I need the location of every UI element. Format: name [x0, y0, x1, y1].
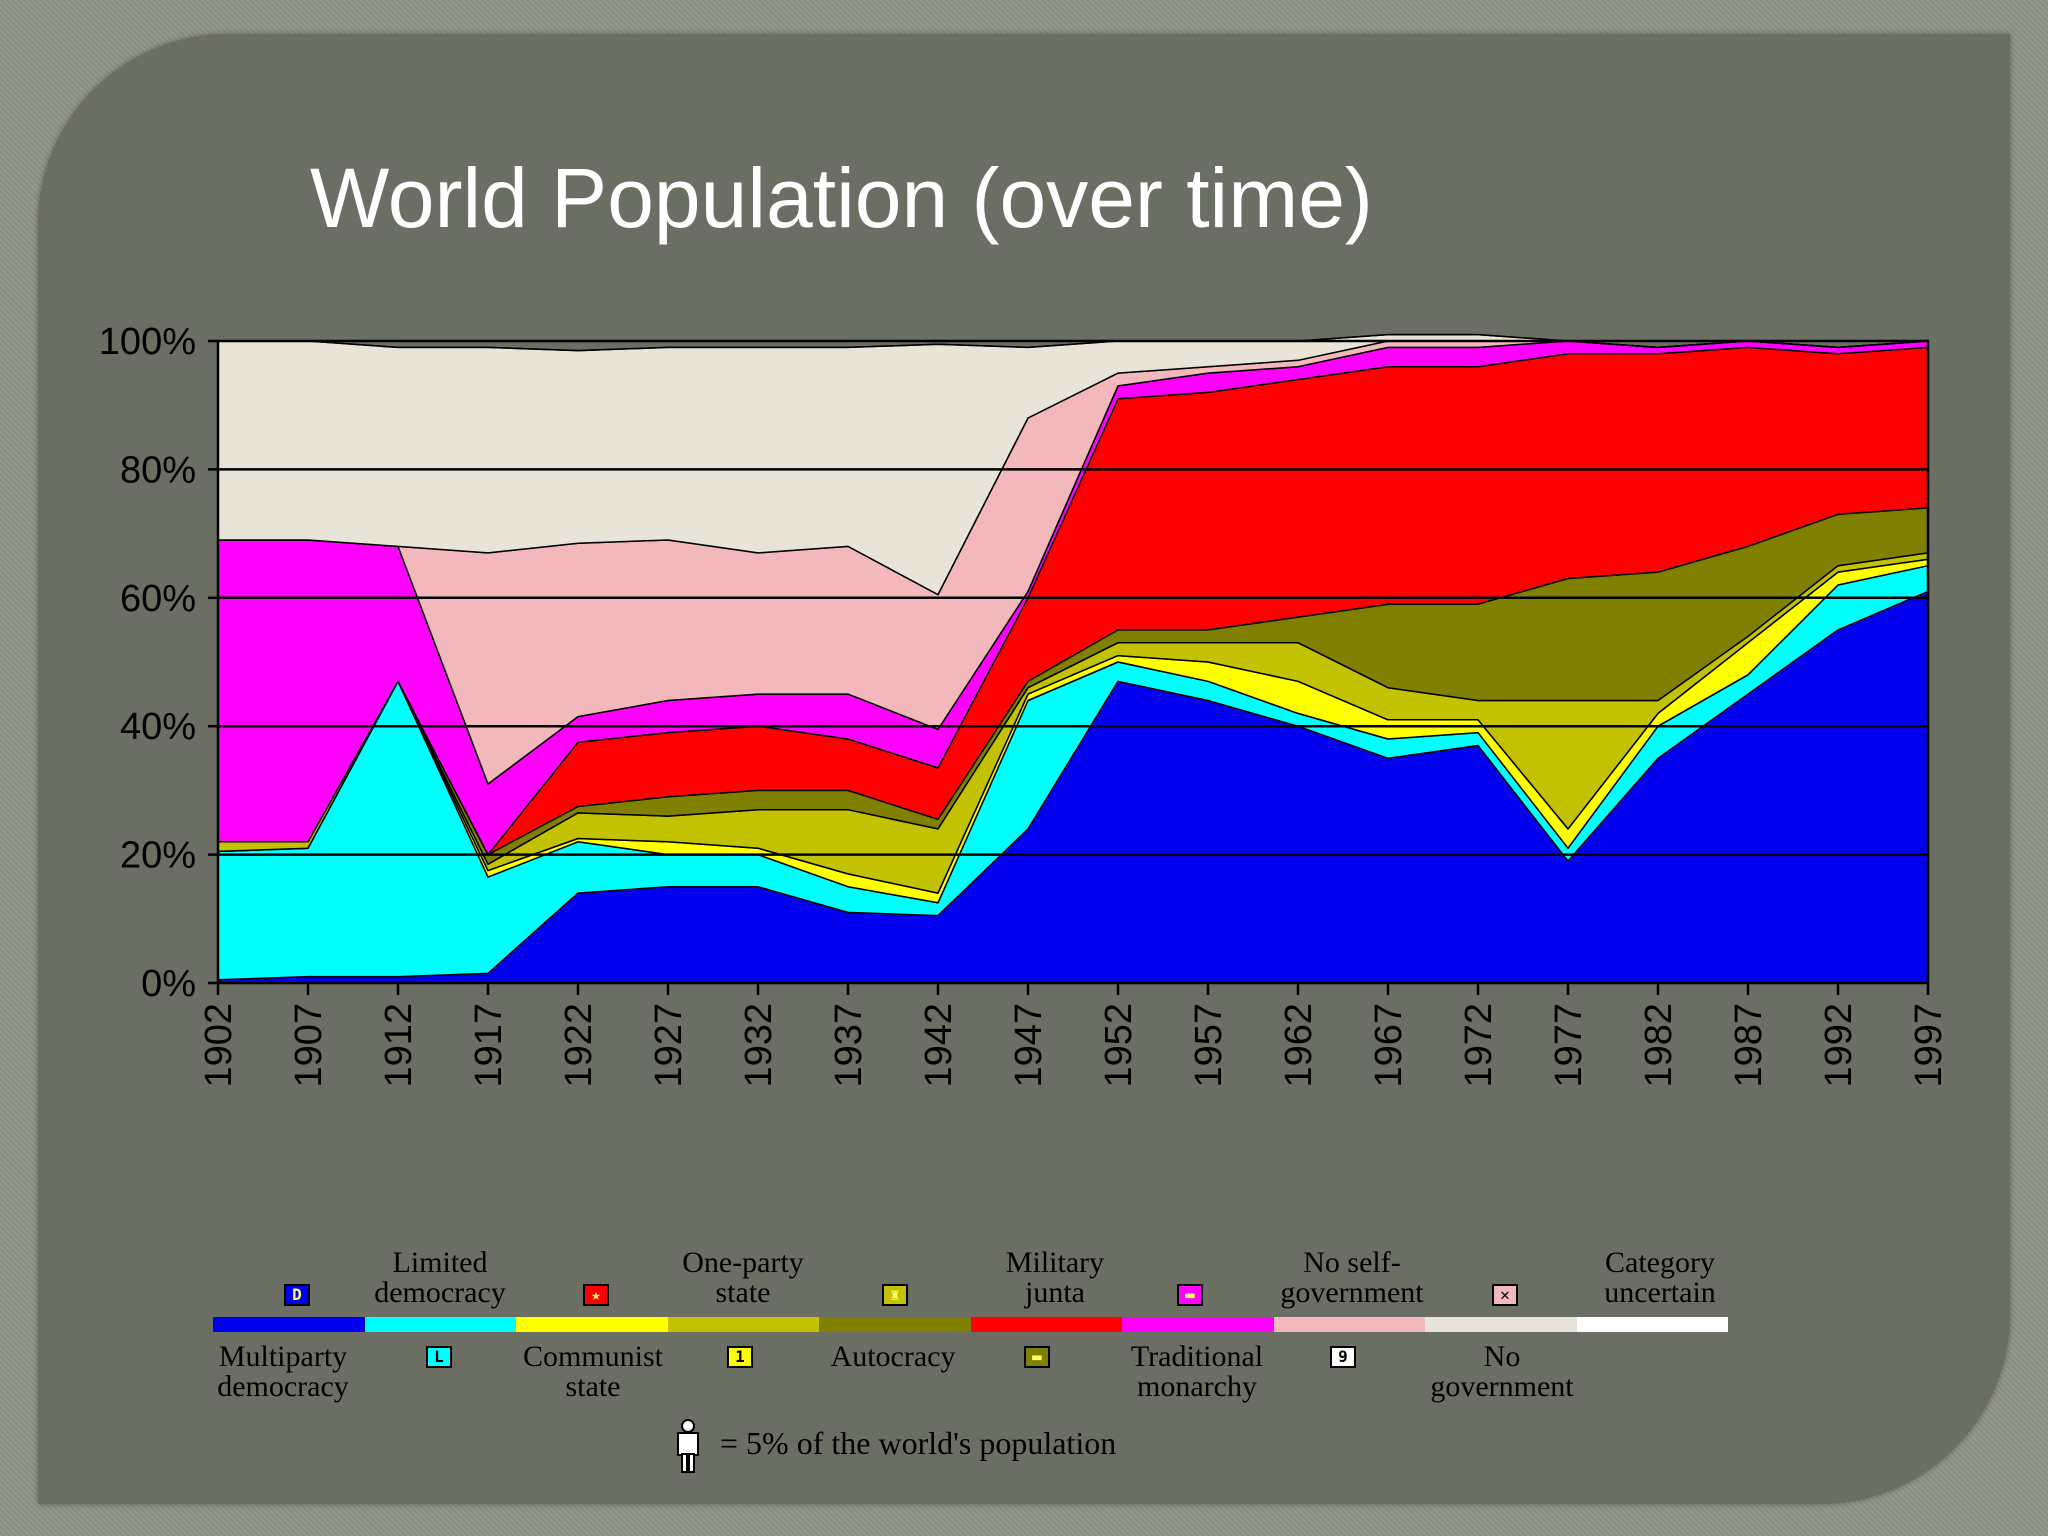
legend-icon: 1: [727, 1346, 753, 1368]
x-tick-label: 1902: [198, 1003, 240, 1088]
legend-swatch: [819, 1317, 971, 1332]
legend-label-bottom: Communist state: [522, 1340, 664, 1403]
y-tick-label: 0%: [141, 963, 196, 1005]
legend-swatch: [364, 1317, 516, 1332]
x-tick-label: 1922: [558, 1003, 600, 1088]
legend-label-top: One-party state: [682, 1246, 804, 1309]
y-tick-label: 100%: [99, 321, 196, 363]
legend-label-top: No self- government: [1280, 1246, 1424, 1309]
legend-swatch: [1273, 1317, 1425, 1332]
legend-swatch: [1576, 1317, 1728, 1332]
chart-gridlines: [218, 468, 1928, 856]
x-tick-label: 1997: [1908, 1003, 1950, 1088]
legend-swatch: [667, 1317, 819, 1332]
legend-swatch: [213, 1317, 365, 1332]
y-tick-label: 20%: [120, 835, 196, 877]
chart-areas: [217, 333, 1929, 984]
legend-label-top: Military junta: [1005, 1246, 1105, 1309]
x-tick-label: 1992: [1818, 1003, 1860, 1088]
legend-footnote: = 5% of the world's population: [720, 1425, 1117, 1461]
legend-label-top: Category uncertain: [1604, 1246, 1716, 1309]
legend-icon: ♜: [882, 1284, 908, 1306]
legend-swatch: [1122, 1317, 1274, 1332]
legend-swatch: [970, 1317, 1122, 1332]
y-tick-labels: 0% 20% 40% 60% 80% 100%: [99, 321, 196, 1005]
y-tick-label: 40%: [120, 706, 196, 748]
y-tick-label: 60%: [120, 578, 196, 620]
x-tick-label: 1967: [1368, 1003, 1410, 1088]
x-tick-label: 1907: [288, 1003, 330, 1088]
x-tick-label: 1962: [1278, 1003, 1320, 1088]
x-tick-labels: 1902 1907 1912 1917 1922 1927 1932 1937 1942 1947…: [198, 1003, 1950, 1088]
chart-axes: [208, 339, 1930, 995]
legend-icon: ★: [583, 1284, 609, 1306]
x-tick-label: 1917: [468, 1003, 510, 1088]
person-icon: [670, 1418, 706, 1474]
x-tick-label: 1952: [1098, 1003, 1140, 1088]
x-tick-label: 1982: [1638, 1003, 1680, 1088]
page-title: World Population (over time): [310, 151, 1373, 245]
plot-frame: [216, 339, 1930, 985]
legend-label-bottom: Traditional monarchy: [1130, 1340, 1264, 1403]
legend-icon: ✕: [1492, 1284, 1518, 1306]
x-tick-label: 1927: [648, 1003, 690, 1088]
x-tick-label: 1912: [378, 1003, 420, 1088]
legend-icon: L: [426, 1346, 452, 1368]
x-tick-label: 1972: [1458, 1003, 1500, 1088]
legend-label-bottom: No government: [1430, 1340, 1574, 1403]
x-tick-label: 1957: [1188, 1003, 1230, 1088]
legend-icon: D: [284, 1284, 310, 1306]
legend-swatch: [1425, 1317, 1577, 1332]
legend-label-top: Limited democracy: [374, 1246, 506, 1309]
y-tick-label: 80%: [120, 449, 196, 491]
legend-label-bottom: Autocracy: [830, 1340, 956, 1373]
x-tick-label: 1937: [828, 1003, 870, 1088]
x-tick-label: 1977: [1548, 1003, 1590, 1088]
x-tick-label: 1942: [918, 1003, 960, 1088]
x-tick-label: 1987: [1728, 1003, 1770, 1088]
legend-swatch: [516, 1317, 668, 1332]
legend-icon: 9: [1330, 1346, 1356, 1368]
legend-label-bottom: Multiparty democracy: [217, 1340, 349, 1403]
legend-icon: ▬: [1177, 1284, 1203, 1306]
x-tick-label: 1947: [1008, 1003, 1050, 1088]
x-tick-label: 1932: [738, 1003, 780, 1088]
legend-icon: ▬: [1024, 1346, 1050, 1368]
